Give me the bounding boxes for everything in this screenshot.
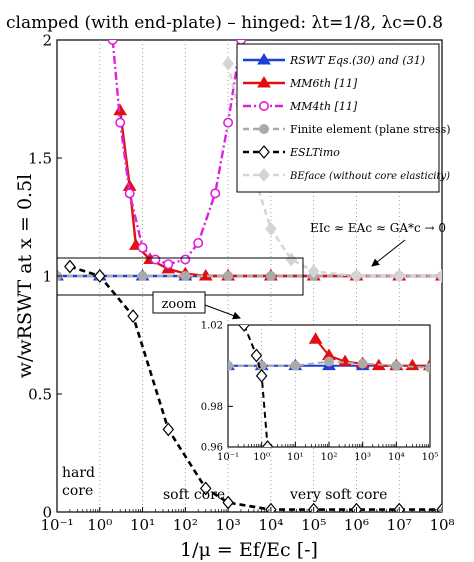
asymptote-arrow [371, 239, 406, 267]
zoom-label-box [152, 291, 206, 314]
y-tick-label: 0.98 [201, 402, 223, 413]
legend-key-marker-0 [257, 53, 271, 65]
series-point-2-3 [323, 356, 334, 367]
x-tick-label: 10⁴ [258, 516, 283, 534]
series-point-2-10 [235, 40, 246, 45]
series-line-3 [243, 325, 269, 447]
series-point-3-5 [265, 270, 276, 281]
x-tick-label: 10² [173, 516, 198, 534]
x-tick-label: 10⁻¹ [217, 452, 239, 463]
series-point-2-7 [193, 237, 204, 248]
x-tick-label: 10⁷ [387, 516, 412, 534]
legend-entry-mm4th: MM4th [11] [289, 100, 358, 113]
legend-entry-esl: ESLTimo [289, 146, 340, 159]
series-point-5-2 [265, 221, 277, 236]
chart-title: clamped (with end-plate) – hinged: λt=1/… [6, 13, 443, 33]
series-point-3-2 [137, 270, 148, 281]
y-axis-label: w/wRSWT at x = 0.5l [14, 174, 36, 379]
series-point-2-6 [180, 254, 191, 265]
series-point-4-4 [199, 481, 212, 496]
series-point-2-2 [124, 188, 135, 199]
series-point-2-4 [357, 358, 368, 369]
series-point-2-9 [223, 117, 234, 128]
legend-key-marker-4 [258, 145, 270, 159]
y-tick-label: 2 [42, 31, 52, 49]
series-point-3-1 [250, 348, 263, 363]
legend-entry-fe: Finite element (plane stress) [290, 123, 451, 136]
series-point-3-3 [261, 440, 274, 447]
soft-core-label: soft core [163, 487, 225, 503]
x-tick-label: 10⁻¹ [40, 516, 73, 534]
series-point-3-0 [238, 325, 250, 332]
hard-core-label-2: core [62, 483, 93, 499]
legend: RSWT Eqs.(30) and (31) MM6th [11] MM4th … [236, 43, 451, 193]
x-tick-label: 10⁰ [87, 516, 112, 534]
series-point-5-6 [393, 269, 406, 283]
x-tick-label: 10⁸ [429, 516, 454, 534]
y-tick-label: 0.5 [28, 385, 52, 403]
series-point-4-1 [93, 269, 106, 283]
x-tick-label: 10⁴ [388, 452, 405, 463]
asymptote-annotation: EIc ≈ EAc ≈ GA*c → 0 [310, 221, 446, 235]
series-point-5-3 [285, 252, 298, 267]
y-tick-label: 0 [42, 503, 52, 521]
y-tick-label: 0.96 [201, 443, 223, 454]
x-tick-label: 10⁰ [253, 452, 270, 463]
series-point-2-1 [115, 117, 126, 128]
x-tick-label: 10⁶ [344, 516, 369, 534]
series-point-5-5 [350, 269, 363, 283]
series-point-4-0 [64, 259, 76, 274]
legend-key-marker-5 [258, 168, 270, 182]
legend-entry-mm6th: MM6th [11] [289, 77, 358, 90]
series-point-2-5 [163, 259, 174, 270]
series-point-2-2 [290, 360, 301, 371]
series-point-3-2 [255, 368, 268, 383]
series-line-4 [69, 265, 442, 511]
x-tick-label: 10² [321, 452, 338, 463]
hard-core-label-1: hard [62, 465, 95, 481]
x-axis-label: 1/μ = Ef/Ec [-] [180, 539, 318, 561]
legend-key-marker-3 [258, 124, 269, 135]
series-point-2-5 [391, 360, 402, 371]
legend-box [236, 43, 440, 193]
series-point-4-3 [162, 422, 175, 437]
series-point-4-10 [436, 502, 442, 512]
series-point-2-0 [228, 360, 233, 371]
very-soft-core-label: very soft core [289, 487, 387, 503]
series-point-2-3 [137, 242, 148, 253]
zoom-arrow [204, 304, 241, 320]
legend-entry-beface: BEface (without core elasticity) [289, 171, 450, 182]
y-tick-label: 1.5 [28, 149, 52, 167]
x-tick-label: 10¹ [287, 452, 304, 463]
legend-key-marker-1 [257, 76, 271, 88]
legend-entry-rswt: RSWT Eqs.(30) and (31) [289, 54, 425, 67]
main-axes: 10⁻¹ 10⁰ 10¹ 10² 10³ 10⁴ 10⁵ 10⁶ 10⁷ 10⁸ 0 0.5 1 1.5 2 [28, 31, 454, 534]
zoom-label: zoom [162, 297, 197, 312]
inset-axes: 10⁻¹ 10⁰ 10¹ 10² 10³ 10⁴ 10⁵ 0.96 0.98 1.02 [201, 321, 439, 464]
series-point-3-3 [180, 270, 191, 281]
series-point-2-6 [425, 362, 430, 373]
series-line-2 [111, 40, 243, 266]
series-point-2-0 [107, 40, 118, 45]
y-tick-label: 1 [42, 267, 52, 285]
legend-key-marker-2 [258, 101, 269, 112]
x-tick-label: 10⁵ [301, 516, 326, 534]
x-tick-label: 10³ [216, 516, 241, 534]
x-tick-label: 10³ [354, 452, 371, 463]
inset-series-group [228, 325, 430, 447]
series-point-2-8 [210, 188, 221, 199]
series-point-5-7 [436, 269, 442, 283]
x-tick-label: 10⁵ [422, 452, 439, 463]
series-point-4-2 [127, 309, 139, 324]
series-point-3-4 [223, 270, 234, 281]
series-point-5-0 [222, 56, 234, 71]
series-point-1-0 [308, 332, 323, 344]
x-tick-label: 10¹ [130, 516, 155, 534]
y-tick-label: 1.02 [201, 321, 223, 332]
series-point-5-4 [307, 264, 320, 279]
series-point-2-4 [150, 254, 161, 265]
